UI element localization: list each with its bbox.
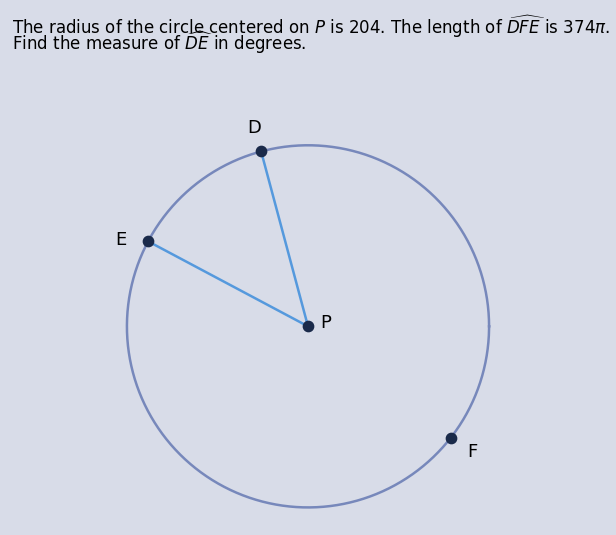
Text: F: F xyxy=(467,444,477,461)
Point xyxy=(143,237,153,246)
Text: The radius of the circle centered on $P$ is 204. The length of $\widehat{DFE}$ i: The radius of the circle centered on $P$… xyxy=(12,13,610,40)
Point xyxy=(256,147,266,156)
Point xyxy=(303,322,313,331)
Text: P: P xyxy=(321,314,331,332)
Text: D: D xyxy=(247,119,261,137)
Point xyxy=(446,433,456,442)
Text: Find the measure of $\widehat{DE}$ in degrees.: Find the measure of $\widehat{DE}$ in de… xyxy=(12,29,307,56)
Text: E: E xyxy=(115,231,126,249)
